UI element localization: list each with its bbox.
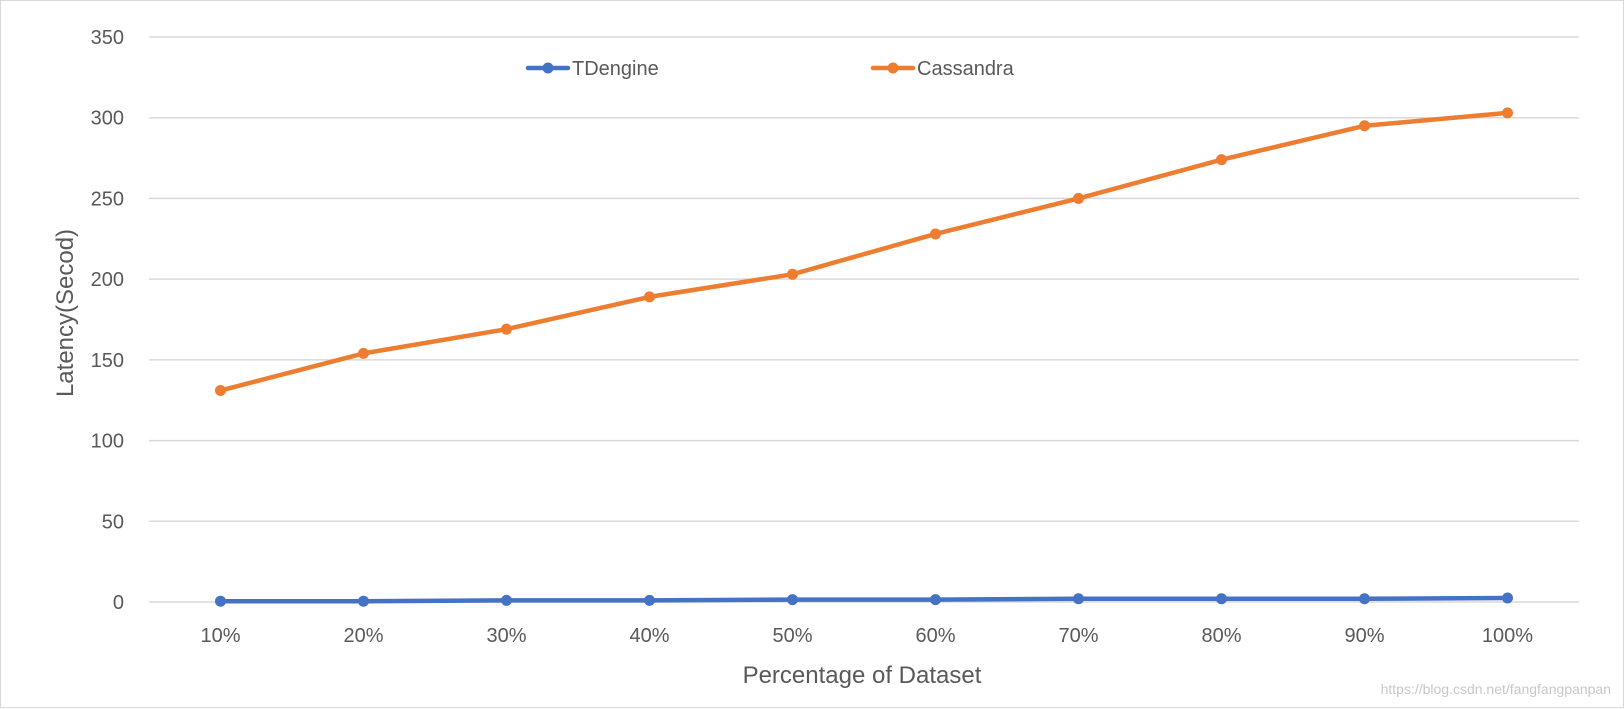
cassandra-point bbox=[1502, 107, 1513, 119]
cassandra-point bbox=[215, 385, 226, 397]
tdengine-point bbox=[930, 594, 941, 606]
x-tick-label: 40% bbox=[629, 625, 669, 647]
y-axis-ticks: 0 50 100 150 200 250 300 350 bbox=[91, 27, 124, 614]
cassandra-point bbox=[644, 291, 655, 303]
cassandra-point bbox=[787, 268, 798, 280]
cassandra-point bbox=[1216, 154, 1227, 166]
x-axis-ticks: 10% 20% 30% 40% 50% 60% 70% 80% 90% 100% bbox=[200, 625, 1533, 647]
x-tick-label: 90% bbox=[1344, 625, 1384, 647]
tdengine-point bbox=[1359, 593, 1370, 605]
watermark-text: https://blog.csdn.net/fangfangpanpan bbox=[1380, 681, 1611, 697]
gridlines bbox=[149, 36, 1579, 603]
cassandra-point bbox=[1359, 120, 1370, 132]
series-cassandra bbox=[215, 107, 1513, 397]
legend-item-tdengine: TDengine bbox=[525, 58, 659, 80]
tdengine-point bbox=[1073, 593, 1084, 605]
y-tick-label: 250 bbox=[91, 188, 124, 210]
tdengine-point bbox=[501, 594, 512, 606]
y-tick-label: 150 bbox=[91, 350, 124, 372]
tdengine-point bbox=[1216, 593, 1227, 605]
legend-marker bbox=[887, 62, 899, 74]
tdengine-point bbox=[1502, 592, 1513, 604]
cassandra-point bbox=[501, 323, 512, 335]
y-tick-label: 350 bbox=[91, 27, 124, 49]
legend-marker bbox=[542, 62, 554, 74]
y-tick-label: 300 bbox=[91, 108, 124, 130]
x-tick-label: 70% bbox=[1058, 625, 1098, 647]
legend-label: TDengine bbox=[572, 58, 659, 80]
x-tick-label: 80% bbox=[1201, 625, 1241, 647]
tdengine-line bbox=[218, 595, 1510, 604]
tdengine-point bbox=[358, 595, 369, 607]
cassandra-point bbox=[930, 228, 941, 240]
y-tick-label: 0 bbox=[113, 592, 124, 614]
x-tick-label: 100% bbox=[1482, 625, 1533, 647]
x-tick-label: 60% bbox=[915, 625, 955, 647]
cassandra-point bbox=[358, 347, 369, 359]
x-tick-label: 20% bbox=[343, 625, 383, 647]
y-tick-label: 100 bbox=[91, 431, 124, 453]
tdengine-point bbox=[787, 594, 798, 606]
x-tick-label: 10% bbox=[200, 625, 240, 647]
cassandra-line bbox=[218, 110, 1510, 393]
legend-item-cassandra: Cassandra bbox=[870, 58, 1015, 80]
series-lines bbox=[215, 107, 1513, 607]
y-tick-label: 50 bbox=[102, 511, 124, 533]
x-axis-title: Percentage of Dataset bbox=[743, 662, 982, 689]
tdengine-point bbox=[644, 594, 655, 606]
x-tick-label: 50% bbox=[772, 625, 812, 647]
y-tick-label: 200 bbox=[91, 269, 124, 291]
cassandra-point bbox=[1073, 192, 1084, 204]
y-axis-title: Latency(Secod) bbox=[52, 229, 79, 397]
tdengine-point bbox=[215, 595, 226, 607]
x-tick-label: 30% bbox=[486, 625, 526, 647]
legend: TDengine Cassandra bbox=[525, 58, 1015, 80]
legend-label: Cassandra bbox=[917, 58, 1015, 80]
series-tdengine bbox=[215, 592, 1513, 607]
